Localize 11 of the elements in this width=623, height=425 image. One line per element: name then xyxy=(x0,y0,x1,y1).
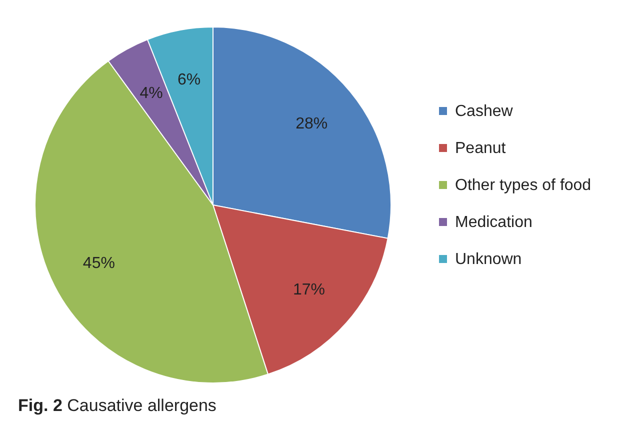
data-label: 45% xyxy=(82,255,115,272)
data-label: 4% xyxy=(140,84,163,102)
legend-label: Peanut xyxy=(455,140,506,157)
data-label: 17% xyxy=(293,282,326,299)
caption: Fig. 2 Causative allergens xyxy=(18,396,216,416)
legend-label: Other types of food xyxy=(455,177,592,194)
data-label: 6% xyxy=(177,71,201,88)
legend-label: Cashew xyxy=(455,103,514,120)
data-label: 28% xyxy=(296,115,328,132)
legend-label: Unknown xyxy=(455,251,522,268)
legend-label: Medication xyxy=(455,214,532,231)
